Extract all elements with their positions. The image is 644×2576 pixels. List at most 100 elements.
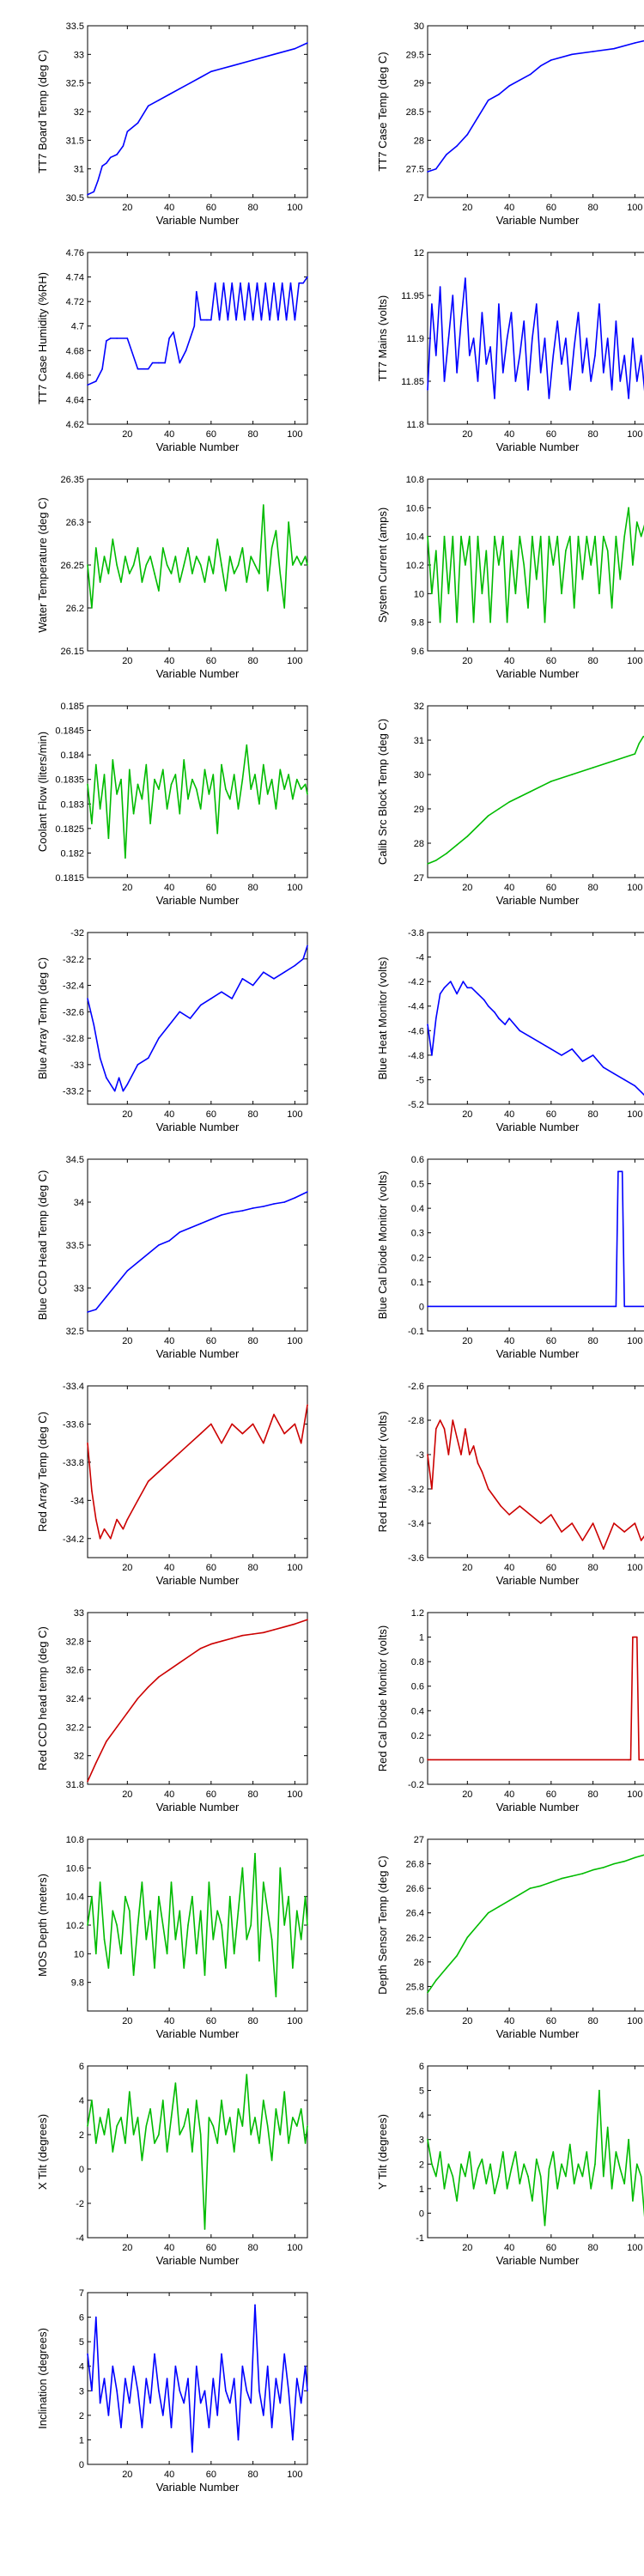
y-tick-label: 6 [419, 2062, 424, 2072]
y-axis-label: Depth Sensor Temp (deg C) [376, 1856, 389, 1995]
x-tick-label: 60 [206, 1109, 216, 1120]
y-tick-label: 34 [74, 1198, 84, 1208]
data-point [218, 319, 221, 321]
data-point [129, 573, 131, 574]
chart-panel-5: 26.15 26.2 26.25 26.3 26.35 20 40 60 80 100 Variab… [36, 475, 308, 680]
data-point [149, 823, 151, 824]
x-tick-label: 40 [164, 1336, 174, 1346]
data-point [456, 372, 458, 374]
data-point [590, 380, 592, 382]
data-point [300, 788, 302, 790]
x-tick-label: 80 [247, 2470, 258, 2480]
data-point [292, 1967, 294, 1969]
y-tick-label: 4 [419, 2111, 424, 2121]
y-tick-label: -3 [416, 1450, 424, 1461]
data-point [225, 2390, 227, 2392]
data-point [118, 1077, 120, 1078]
data-point [229, 556, 231, 557]
data-point [590, 2188, 592, 2190]
data-point [594, 2163, 596, 2166]
data-point [269, 319, 270, 321]
data-point [162, 2415, 164, 2416]
data-point [229, 798, 231, 800]
x-tick-label: 20 [122, 2016, 132, 2026]
y-tick-label: 0.2 [411, 1731, 424, 1741]
data-point [487, 1005, 489, 1007]
data-point [174, 2365, 177, 2367]
data-point [427, 2138, 428, 2141]
data-point [539, 1042, 542, 1044]
data-point [103, 1938, 106, 1941]
data-point [548, 535, 550, 538]
x-tick-label: 60 [206, 656, 216, 666]
data-point [254, 2304, 256, 2306]
data-point [235, 319, 237, 321]
data-point [250, 2402, 252, 2404]
data-point [514, 2151, 517, 2153]
y-tick-label: -4.8 [408, 1051, 424, 1061]
data-point [613, 1522, 615, 1524]
data-point [174, 774, 177, 775]
plot-area [87, 1385, 308, 1558]
data-point [435, 1428, 437, 1430]
x-tick-label: 100 [627, 656, 642, 666]
data-point [615, 535, 617, 538]
data-point [210, 319, 212, 321]
data-point [481, 1471, 483, 1473]
data-point [498, 1905, 500, 1908]
data-point [494, 1497, 495, 1498]
data-point [569, 535, 571, 538]
data-point [494, 535, 495, 538]
data-point [577, 535, 580, 538]
data-point [210, 1423, 212, 1425]
x-tick-label: 100 [627, 883, 642, 893]
data-point [283, 607, 286, 609]
x-tick-label: 20 [122, 2243, 132, 2253]
data-point [244, 319, 246, 321]
plot-area [87, 1158, 308, 1332]
data-point [132, 2365, 135, 2367]
data-point [196, 1953, 197, 1955]
data-point [179, 1011, 181, 1013]
data-point [125, 556, 126, 557]
data-point [199, 319, 202, 321]
data-point [204, 581, 206, 583]
data-point [447, 337, 450, 339]
data-point [447, 1454, 450, 1455]
data-point [439, 286, 441, 288]
data-point [95, 2316, 97, 2318]
data-point [241, 1210, 244, 1212]
y-axis-label: TT7 Board Temp (deg C) [36, 50, 49, 173]
y-tick-label: 0.1825 [55, 824, 84, 835]
y-tick-label: 30 [414, 770, 424, 781]
chart-panel-6: 9.6 9.8 10 10.2 10.4 10.6 10.8 20 40 60 80 100 Varia… [376, 475, 644, 680]
data-point [498, 2175, 500, 2178]
data-point [581, 1873, 584, 1874]
data-point [504, 1024, 506, 1025]
y-tick-label: 10.6 [66, 1863, 84, 1874]
y-tick-label: 0.1835 [55, 775, 84, 786]
y-tick-label: 4.74 [66, 273, 84, 283]
y-tick-label: -33.4 [63, 1382, 84, 1392]
data-point [204, 1974, 206, 1977]
x-axis-label: Variable Number [496, 1574, 580, 1587]
data-point [539, 535, 542, 538]
x-tick-label: 20 [122, 656, 132, 666]
series-line [87, 744, 308, 859]
data-point [222, 282, 225, 284]
data-point [452, 535, 454, 538]
y-tick-label: 1 [419, 2184, 424, 2195]
y-tick-label: -33.8 [63, 1458, 84, 1468]
data-point [529, 1514, 532, 1516]
data-point [469, 2151, 471, 2153]
data-point [603, 1066, 605, 1068]
data-point [300, 564, 302, 566]
data-point [162, 547, 164, 549]
data-point [252, 1633, 254, 1635]
data-point [296, 1910, 298, 1912]
data-point [132, 1974, 135, 1977]
x-tick-label: 20 [122, 429, 132, 440]
data-point [240, 282, 241, 284]
data-point [427, 1305, 428, 1308]
data-point [116, 564, 118, 566]
